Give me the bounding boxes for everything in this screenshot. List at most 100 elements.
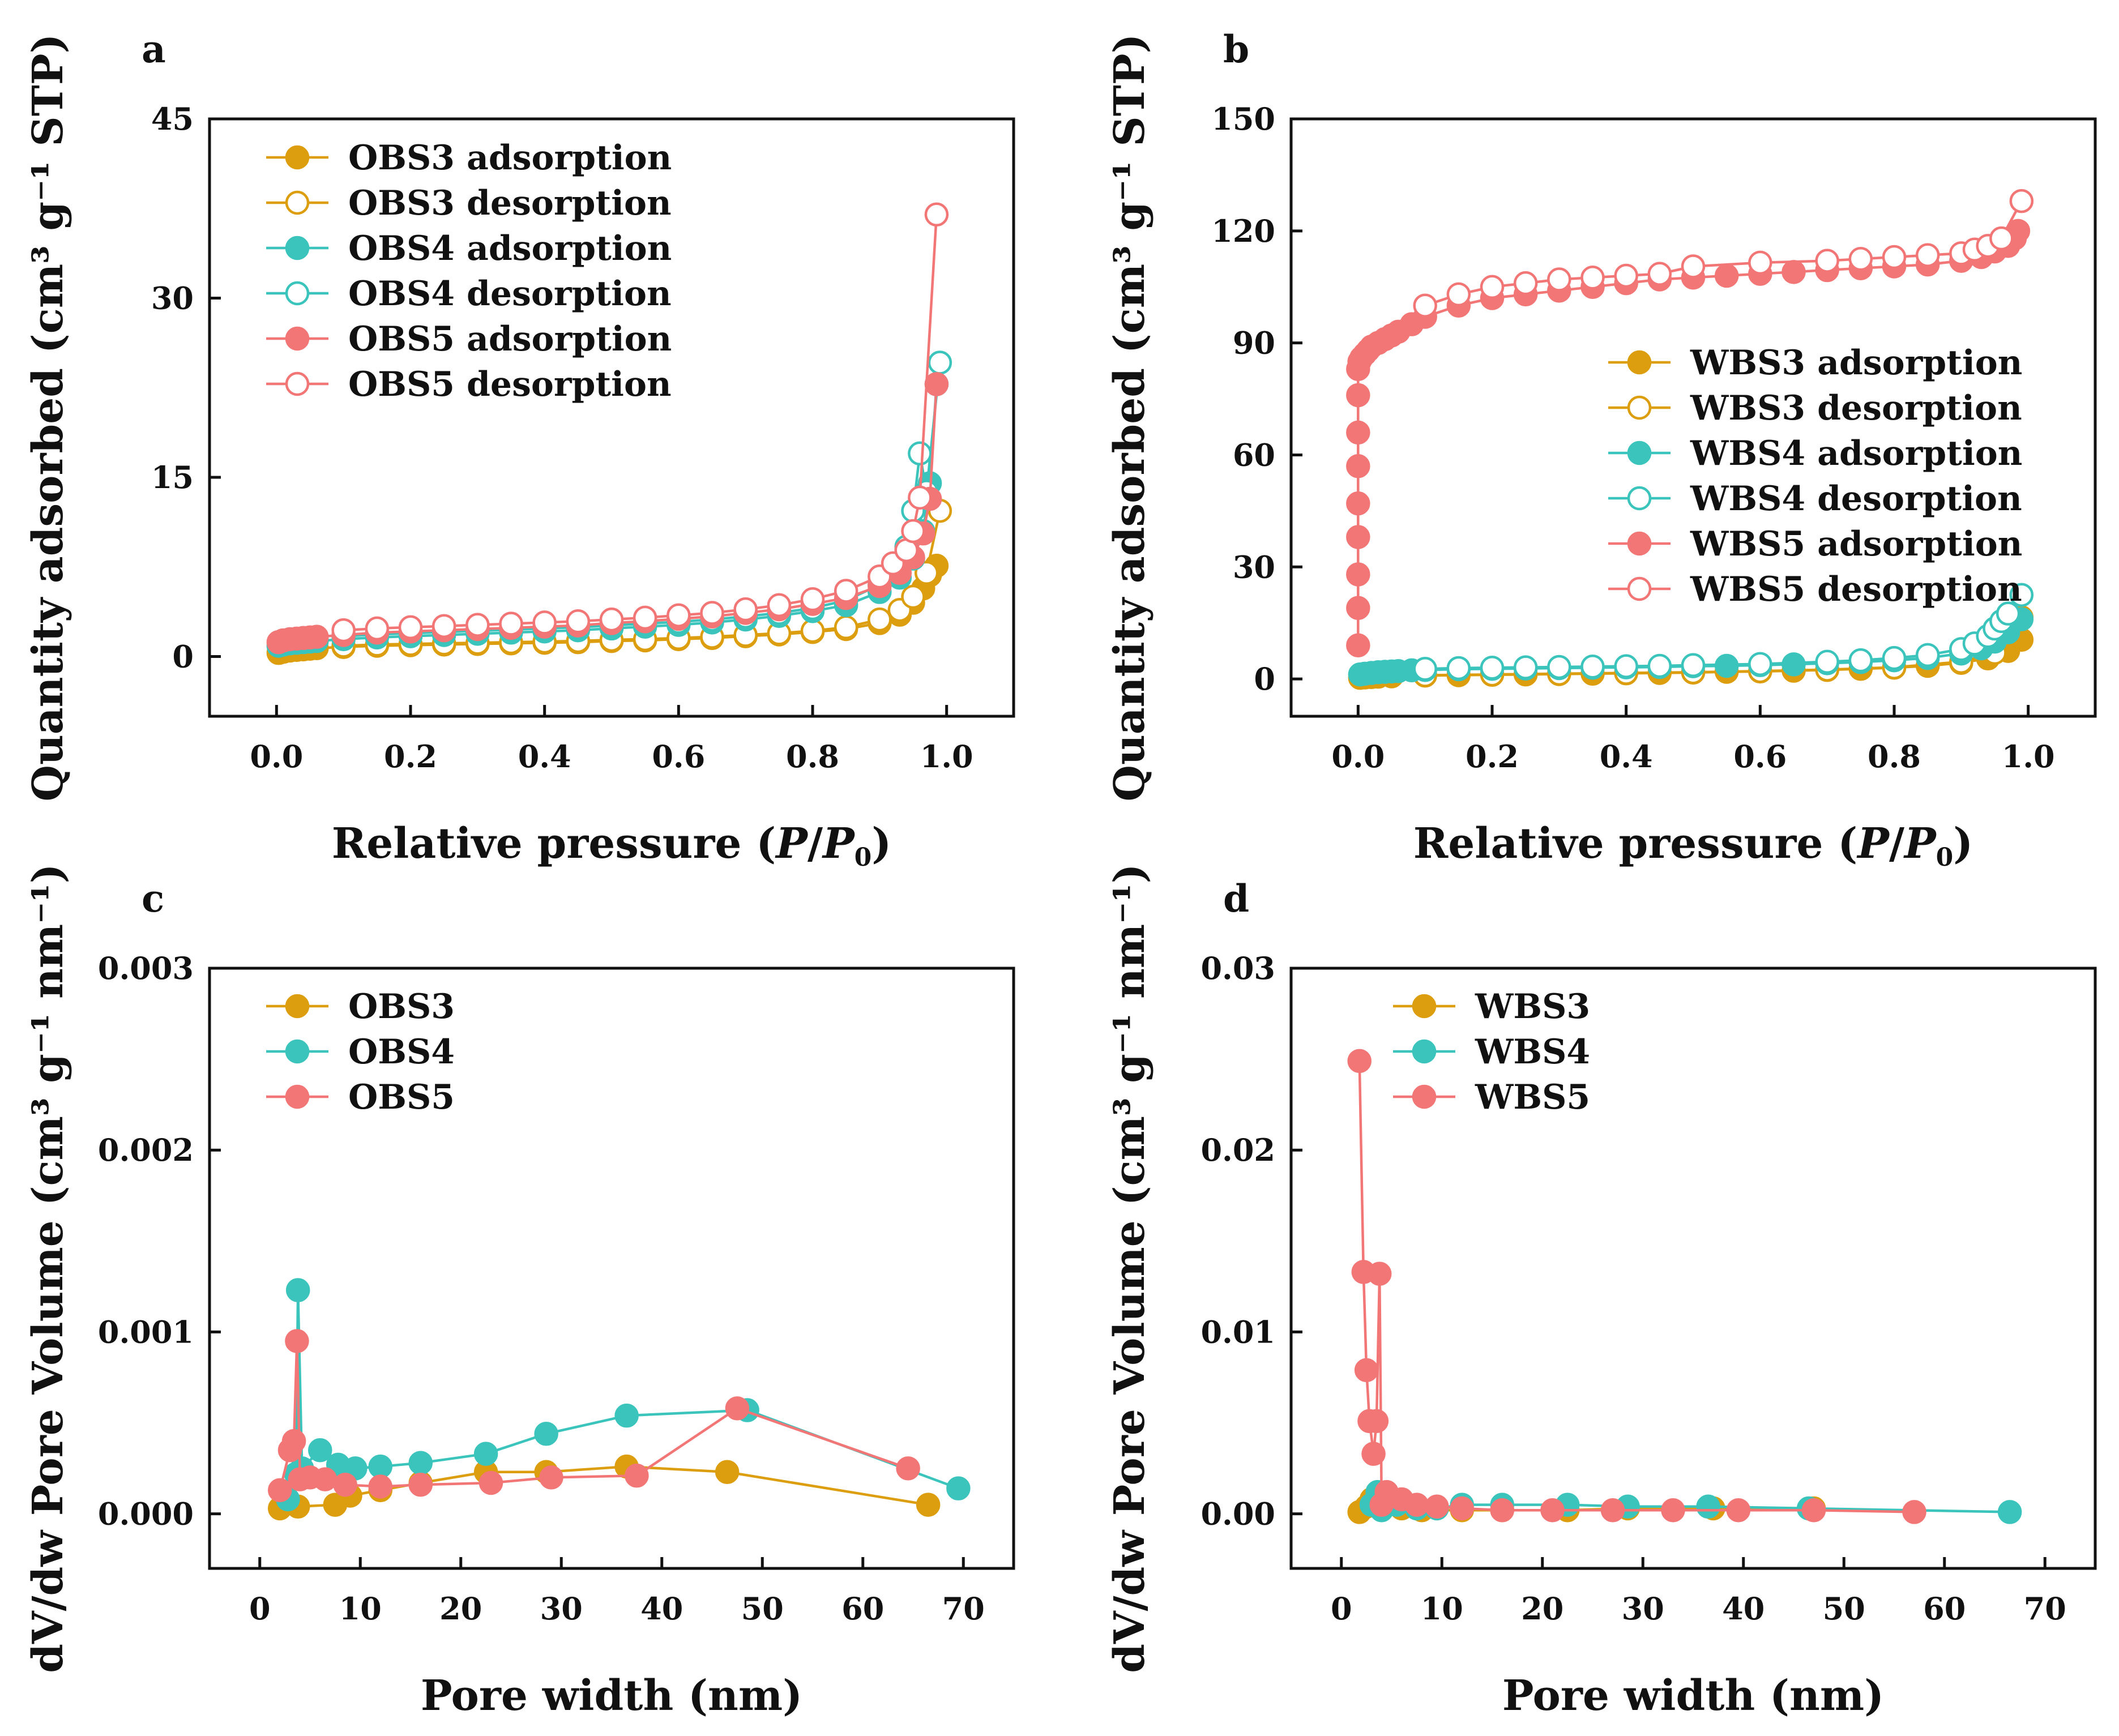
x-tick-label: 0.6	[652, 738, 705, 775]
x-tick-label: 70	[2024, 1590, 2066, 1627]
data-point	[1748, 652, 1772, 676]
data-point	[1446, 656, 1471, 681]
x-tick-label: 10	[339, 1590, 382, 1627]
legend-entry: WBS5 adsorption	[1690, 524, 2022, 564]
data-point	[1614, 654, 1638, 678]
data-point	[1661, 1498, 1685, 1523]
data-point	[1989, 226, 2014, 251]
x-tick-label: 40	[640, 1590, 683, 1627]
legend-marker	[1412, 1039, 1437, 1064]
data-point	[285, 1329, 309, 1353]
data-point	[1681, 653, 1706, 677]
data-point	[365, 616, 390, 641]
data-point	[313, 1467, 337, 1491]
data-point	[1346, 454, 1370, 478]
data-point	[700, 601, 724, 625]
data-point	[473, 1442, 498, 1466]
plot-frame-c	[208, 967, 1015, 1570]
legend-entry: OBS5 desorption	[348, 365, 672, 404]
data-point	[1815, 249, 1839, 273]
data-point	[1480, 275, 1505, 299]
data-point	[1354, 1358, 1379, 1383]
legend-marker	[285, 326, 310, 351]
data-point	[834, 615, 858, 640]
series-line	[287, 1290, 959, 1500]
x-axis-label: Relative pressure (P/P0)	[332, 819, 892, 872]
legend-entry: WBS3	[1475, 987, 1590, 1027]
x-tick-label: 70	[942, 1590, 985, 1627]
series-wbs5	[1347, 1049, 1926, 1524]
y-tick-label: 0.003	[98, 950, 194, 986]
y-tick-label: 0	[1254, 661, 1275, 697]
data-point	[285, 1278, 310, 1302]
data-point	[308, 1438, 332, 1463]
legend-marker	[285, 281, 310, 306]
data-point	[1580, 265, 1605, 290]
legend-marker	[1412, 1084, 1437, 1109]
y-tick-label: 0.000	[98, 1496, 194, 1532]
legend-d: WBS3 WBS4 WBS5	[1393, 987, 1590, 1117]
y-axis-label: Quantity adsorbed (cm³ g⁻¹ STP)	[1105, 34, 1154, 802]
data-point	[614, 1403, 639, 1428]
data-point	[532, 610, 557, 635]
data-point	[1480, 656, 1505, 680]
y-tick-label: 0.001	[98, 1314, 194, 1350]
y-tick-label: 15	[151, 459, 194, 495]
data-point	[1513, 271, 1538, 296]
x-tick-label: 60	[841, 1590, 884, 1627]
data-point	[633, 605, 657, 630]
legend-entry: WBS4	[1475, 1032, 1590, 1072]
data-point	[1367, 1262, 1392, 1286]
y-tick-label: 60	[1233, 437, 1275, 473]
data-point	[1413, 657, 1437, 681]
data-point	[1848, 247, 1873, 271]
data-point	[908, 485, 932, 510]
x-tick-label: 0.4	[518, 738, 571, 775]
data-point	[1547, 267, 1571, 292]
x-tick-label: 1.0	[2002, 738, 2055, 775]
data-point	[1364, 1409, 1389, 1434]
plot-frame-d	[1289, 967, 2097, 1570]
legend-entry: WBS4 adsorption	[1690, 434, 2022, 473]
y-tick-label: 0.01	[1201, 1314, 1275, 1350]
data-point	[333, 1472, 357, 1497]
data-point	[1425, 1494, 1449, 1519]
data-point	[465, 613, 490, 637]
data-point	[1696, 1494, 1720, 1519]
legend-entry: OBS5 adsorption	[348, 319, 672, 359]
data-point	[1815, 649, 1839, 674]
legend-marker	[1627, 350, 1652, 375]
legend-marker	[1627, 395, 1652, 420]
panel-d: d 0 10 20 30 40 50 60 70 0.00 0.01 0.02 0.03 Pore wid…	[1105, 863, 2097, 1720]
data-point	[1782, 260, 1806, 284]
y-tick-label: 90	[1233, 325, 1275, 361]
data-point	[305, 625, 329, 649]
x-tick-label: 0.8	[1868, 738, 1921, 775]
y-axis-label: Quantity adsorbed (cm³ g⁻¹ STP)	[24, 34, 72, 802]
legend-entry: OBS4 adsorption	[348, 229, 672, 268]
series-obs5-desorption	[331, 202, 949, 643]
panel-label-c: c	[142, 876, 164, 921]
data-point	[767, 593, 792, 618]
data-point	[667, 603, 691, 627]
y-tick-label: 0	[172, 639, 194, 675]
data-point	[1513, 655, 1538, 679]
legend-marker	[285, 371, 310, 396]
data-point	[1446, 282, 1471, 307]
y-tick-label: 45	[151, 101, 194, 137]
data-point	[1996, 601, 2020, 626]
data-point	[1450, 1496, 1474, 1521]
x-tick-label: 10	[1421, 1590, 1463, 1627]
data-point	[800, 587, 825, 612]
y-tick-label: 120	[1211, 213, 1275, 249]
legend-entry: OBS4	[348, 1032, 455, 1072]
y-tick-label: 30	[151, 280, 194, 317]
data-point	[834, 579, 858, 603]
legend-b: WBS3 adsorption WBS3 desorption WBS4 adsor…	[1608, 343, 2022, 609]
legend-marker	[285, 236, 310, 260]
panel-c: c 0 10 20 30 40 50 60 70 0.000 0.001 0.002 0.003 Pore…	[24, 863, 1015, 1720]
legend-marker	[1627, 531, 1652, 556]
data-point	[896, 1456, 920, 1481]
x-tick-label: 20	[1521, 1590, 1563, 1627]
